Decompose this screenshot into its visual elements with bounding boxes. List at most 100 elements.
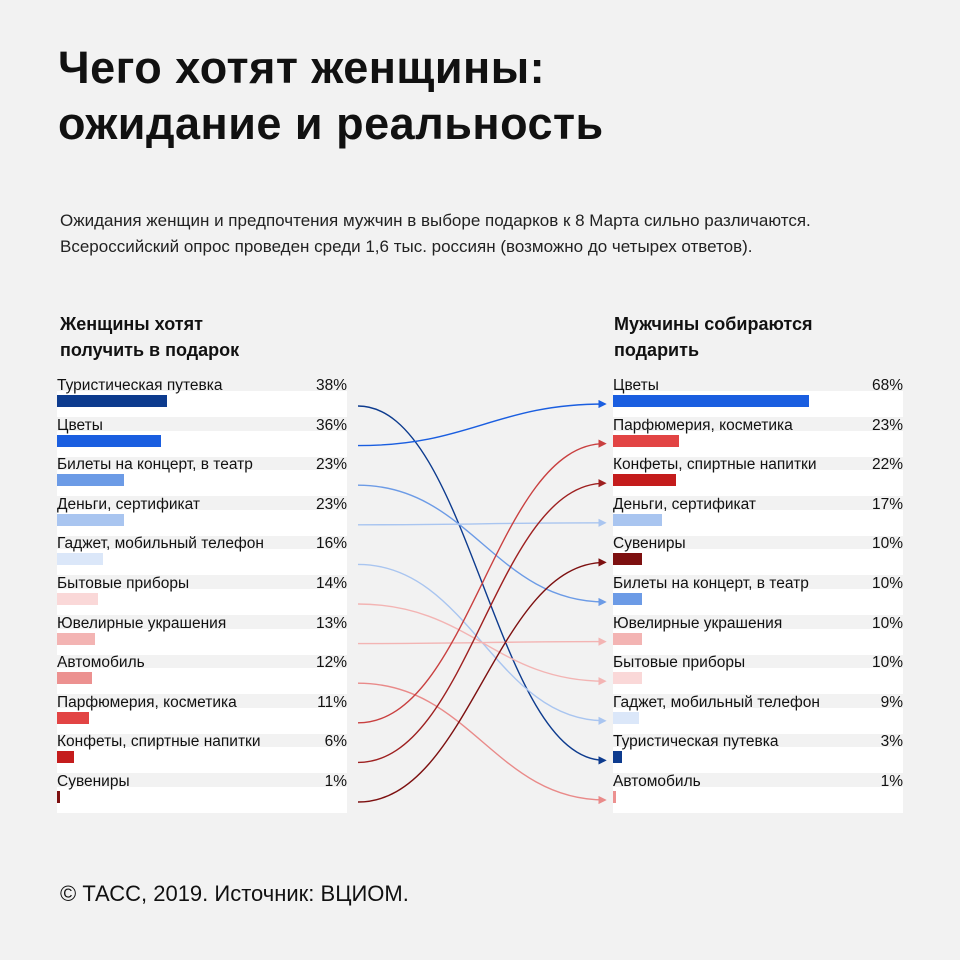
men-give-label: Билеты на концерт, в театр <box>613 575 809 592</box>
women-want-row-background <box>57 668 347 695</box>
men-give-bar <box>613 474 677 487</box>
women-want-label: Бытовые приборы <box>57 575 190 592</box>
men-give-bar <box>613 711 639 724</box>
women-want-row-background <box>57 589 347 615</box>
right-heading-line-1: Мужчины собираются <box>614 314 813 334</box>
women-want-row: Деньги, сертификат 23% <box>57 496 347 536</box>
men-give-row: Гаджет, мобильный телефон 9% <box>613 694 903 734</box>
right-column-heading: Мужчины собираются подарить <box>614 311 813 363</box>
men-give-row-background <box>613 747 903 774</box>
men-give-row-background <box>613 787 903 813</box>
women-want-label: Сувениры <box>57 773 130 790</box>
women-want-bar <box>57 791 60 803</box>
left-column-heading: Женщины хотят получить в подарок <box>60 311 239 363</box>
page-subtitle: Ожидания женщин и предпочтения мужчин в … <box>60 211 811 256</box>
women-want-value: 23% <box>315 456 347 474</box>
women-want-label: Деньги, сертификат <box>57 495 200 513</box>
men-give-row-background <box>613 549 903 576</box>
men-give-value: 17% <box>871 495 903 513</box>
women-want-bar <box>57 474 124 487</box>
men-give-bar <box>613 632 642 645</box>
men-give-value: 22% <box>871 456 903 474</box>
women-want-row-background <box>57 549 347 576</box>
men-give-value: 10% <box>871 535 903 553</box>
men-give-value: 9% <box>880 693 903 711</box>
men-give-value: 3% <box>880 733 903 751</box>
men-give-label: Гаджет, мобильный телефон <box>613 693 820 711</box>
men-give-label: Сувениры <box>613 535 686 553</box>
men-give-value: 1% <box>880 773 903 790</box>
men-give-row: Автомобиль 1% <box>613 773 903 813</box>
men-give-bar <box>613 791 616 803</box>
women-want-row: Ювелирные украшения 13% <box>57 615 347 655</box>
men-give-value: 10% <box>871 654 903 672</box>
page-title: Чего хотят женщины: ожидание и реальност… <box>58 40 604 152</box>
women-want-value: 14% <box>315 575 347 592</box>
women-want-bar <box>57 593 98 605</box>
men-give-value: 23% <box>871 416 903 434</box>
women-want-bar <box>57 395 167 407</box>
men-give-row: Туристическая путевка 3% <box>613 733 903 774</box>
women-want-bar <box>57 434 162 447</box>
left-heading-line-2: получить в подарок <box>60 340 240 360</box>
men-give-row: Билеты на концерт, в театр 10% <box>613 575 903 615</box>
women-want-label: Автомобиль <box>57 654 145 672</box>
flow-line <box>357 682 607 805</box>
women-want-bar <box>57 513 124 526</box>
source-footer: © ТАСС, 2019. Источник: ВЦИОМ. <box>60 881 409 906</box>
men-give-bar <box>613 553 642 566</box>
women-want-row: Билеты на концерт, в театр 23% <box>57 456 347 497</box>
women-want-value: 13% <box>315 614 347 632</box>
men-give-bar <box>613 593 642 605</box>
right-heading-line-2: подарить <box>614 340 700 360</box>
men-give-label: Бытовые приборы <box>613 654 746 672</box>
men-give-label: Автомобиль <box>613 773 701 790</box>
women-want-row-background <box>57 787 347 813</box>
flow-line <box>357 479 607 764</box>
men-give-label: Ювелирные украшения <box>613 614 783 632</box>
women-want-row-background <box>57 628 347 655</box>
women-want-value: 38% <box>315 377 347 394</box>
men-give-value: 68% <box>871 377 903 394</box>
men-give-row-background <box>613 668 903 695</box>
women-want-row: Автомобиль 12% <box>57 654 347 695</box>
men-give-row-background <box>613 628 903 655</box>
men-give-row: Бытовые приборы 10% <box>613 654 903 695</box>
women-want-label: Конфеты, спиртные напитки <box>57 733 261 751</box>
flow-line <box>357 484 607 607</box>
women-want-row: Туристическая путевка 38% <box>57 377 347 417</box>
women-want-value: 12% <box>315 654 347 672</box>
women-want-value: 6% <box>324 733 347 751</box>
men-give-row: Деньги, сертификат 17% <box>613 496 903 536</box>
women-want-label: Туристическая путевка <box>57 377 223 394</box>
left-heading-line-1: Женщины хотят <box>60 314 203 334</box>
women-want-row: Бытовые приборы 14% <box>57 575 347 615</box>
women-want-label: Билеты на концерт, в театр <box>57 456 253 474</box>
women-want-value: 23% <box>315 495 347 513</box>
women-want-value: 1% <box>324 773 347 790</box>
page-title-line-2: ожидание и реальность <box>58 98 604 149</box>
women-want-bar <box>57 672 92 685</box>
women-want-row: Сувениры 1% <box>57 773 347 813</box>
women-want-label: Гаджет, мобильный телефон <box>57 535 264 553</box>
men-give-row-background <box>613 589 903 615</box>
men-give-bar <box>613 751 622 764</box>
men-give-label: Деньги, сертификат <box>613 495 756 513</box>
flow-line <box>357 558 607 803</box>
men-give-bar <box>613 672 642 685</box>
women-want-bar <box>57 632 95 645</box>
men-give-row: Сувениры 10% <box>613 535 903 576</box>
men-give-value: 10% <box>871 575 903 592</box>
men-give-row: Конфеты, спиртные напитки 22% <box>613 456 903 497</box>
women-want-bar <box>57 751 75 764</box>
men-give-row: Ювелирные украшения 10% <box>613 615 903 655</box>
flow-line <box>357 518 607 528</box>
women-want-label: Ювелирные украшения <box>57 614 227 632</box>
men-give-bar <box>613 513 662 526</box>
flow-line <box>357 399 607 447</box>
men-give-row: Цветы 68% <box>613 377 903 417</box>
women-want-bar <box>57 711 89 724</box>
women-want-value: 11% <box>317 693 347 711</box>
women-want-label: Парфюмерия, косметика <box>57 693 237 711</box>
men-give-label: Конфеты, спиртные напитки <box>613 456 817 474</box>
